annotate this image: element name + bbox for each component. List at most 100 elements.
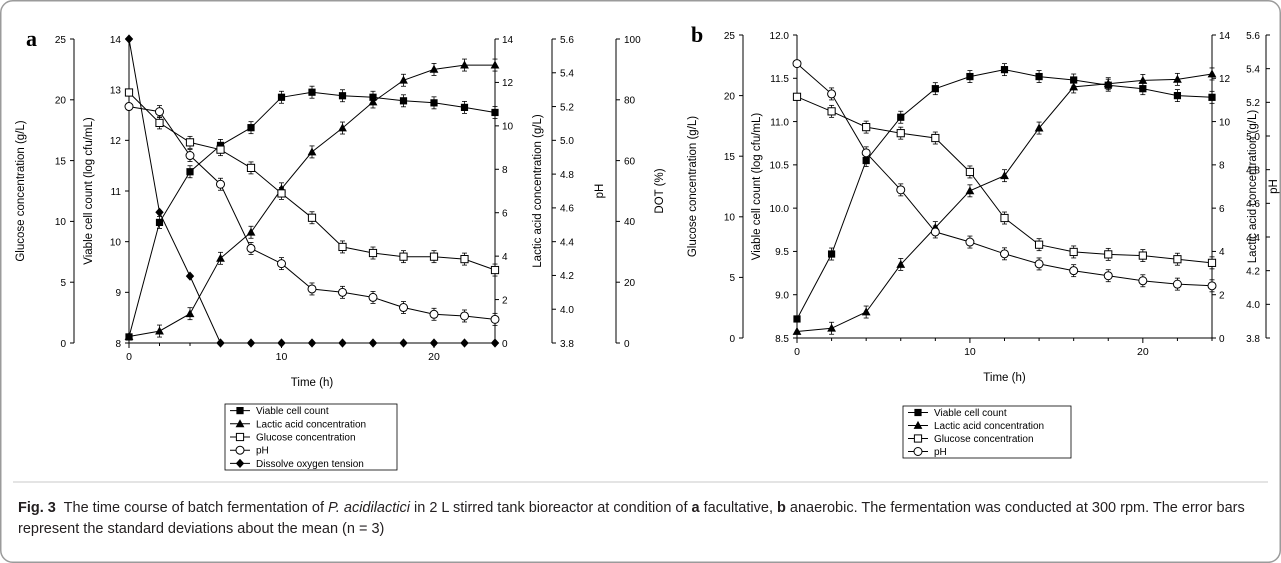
panel-a-legend-swatch-marker: [235, 419, 245, 428]
panel-a-ph-tick-label: 5.6: [560, 35, 574, 46]
panel-a-series-line: [128, 38, 495, 344]
panel-a-ph-tick-label: 4.0: [560, 305, 574, 316]
panel-a-ph-tick-label: 4.8: [560, 170, 574, 181]
panel-a-data-point: [155, 118, 164, 128]
panel-a-data-point: [216, 253, 225, 262]
panel-a-data-point: [277, 338, 286, 348]
panel-b-legend-swatch-marker: [913, 447, 923, 456]
panel-b-data-point: [862, 156, 870, 165]
panel-b-ph-tick-label: 3.8: [1246, 334, 1260, 345]
panel-b-viable-tick-label: 11.0: [770, 117, 789, 128]
panel-b-ph-tick-label: 5.2: [1246, 98, 1260, 109]
panel-b-data-point: [1000, 213, 1009, 223]
panel-b-series-2: [792, 92, 1217, 270]
panel-b-lactic-axis-title: Lactic acid concentration (g/L): [1247, 110, 1259, 264]
panel-a-data-point: [338, 287, 347, 297]
panel-a-panel-letter: a: [26, 26, 37, 51]
panel-b-data-point: [1173, 92, 1182, 100]
panel-b-legend-label: Lactic acid concentration: [934, 421, 1044, 432]
panel-b-ph-tick-label: 4.0: [1246, 300, 1260, 311]
panel-b-lactic-tick-label: 6: [1219, 204, 1225, 215]
panel-a-glucose-tick-label: 5: [60, 278, 66, 289]
panel-b-ph-tick-label: 5.0: [1246, 132, 1260, 143]
panel-a-data-point: [399, 303, 408, 313]
panel-a-data-point: [246, 243, 256, 253]
panel-a-viable-tick-label: 12: [110, 136, 122, 147]
panel-a-data-point: [185, 309, 195, 318]
panel-b-data-point: [1139, 85, 1147, 93]
panel-a-viable-axis-title: Viable cell count (log cfu/mL): [83, 117, 95, 265]
panel-a-legend-label: Viable cell count: [256, 406, 329, 417]
panel-a-data-point: [124, 88, 134, 97]
panel-b-data-point: [862, 123, 871, 132]
panel-b-ph-tick-label: 4.6: [1246, 199, 1260, 210]
panel-b-series-3: [792, 59, 1217, 293]
panel-b-ph-tick-label: 5.6: [1246, 31, 1260, 42]
panel-b-ph-tick-label: 4.2: [1246, 266, 1260, 277]
panel-a-lactic-tick-label: 10: [502, 122, 514, 133]
panel-a-lactic-tick-label: 14: [502, 35, 514, 46]
panel-a-data-point: [155, 326, 164, 335]
panel-a-data-point: [277, 189, 286, 198]
panel-b-lactic-tick-label: 10: [1219, 117, 1231, 128]
panel-a-glucose-tick-label: 25: [55, 35, 67, 46]
panel-b-data-point: [965, 167, 975, 177]
panel-a-data-point: [185, 151, 195, 161]
caption-text-1: The time course of batch fermentation of: [63, 500, 329, 516]
panel-b-ph-tick-label: 5.4: [1246, 64, 1260, 75]
panel-b-data-point: [966, 72, 974, 81]
panel-a-ph-tick-label: 4.2: [560, 271, 574, 282]
panel-a-dot-tick-label: 60: [624, 156, 636, 167]
panel-a-data-point: [246, 227, 256, 236]
panel-a-viable-tick-label: 13: [110, 85, 122, 96]
panel-a-lactic-tick-label: 8: [502, 165, 508, 176]
panel-b-data-point: [1138, 276, 1148, 286]
panel-a-viable-tick-label: 8: [115, 339, 121, 350]
panel-a-data-point: [186, 168, 194, 176]
panel-a-data-point: [277, 259, 286, 269]
panel-a-data-point: [368, 97, 378, 106]
panel-a-data-point: [460, 338, 469, 348]
panel-b-legend: Viable cell count Lactic acid concentrati…: [902, 405, 1072, 459]
panel-b-x-tick-label: 10: [964, 346, 976, 358]
panel-b-data-point: [1070, 76, 1078, 84]
panel-a-data-point: [399, 75, 408, 84]
panel-b-data-point: [1104, 250, 1113, 259]
panel-b-data-point: [896, 259, 906, 268]
panel-a-lactic-tick-label: 12: [502, 78, 514, 89]
panel-a-series-line: [128, 64, 495, 337]
panel-b-glucose-tick-label: 0: [729, 334, 735, 345]
panel-a-data-point: [338, 242, 347, 252]
panel-a-ph-tick-label: 4.6: [560, 204, 574, 215]
panel-b-data-point: [1173, 255, 1182, 264]
panel-a-data-point: [491, 108, 499, 117]
panel-a-series-1: [124, 58, 500, 340]
panel-b-viable-tick-label: 10.5: [770, 161, 790, 172]
panel-a-legend-label: Glucose concentration: [256, 433, 356, 444]
panel-b-data-point: [1208, 93, 1216, 101]
panel-a-legend-swatch-marker: [235, 445, 245, 455]
panel-a-data-point: [429, 252, 439, 261]
panel-a-x-tick-label: 10: [276, 351, 288, 363]
panel-a-data-point: [460, 311, 469, 321]
panel-a-data-point: [490, 265, 500, 275]
panel-b-data-point: [896, 185, 906, 195]
panel-a-legend-swatch-marker: [235, 432, 245, 442]
panel-a-data-point: [368, 338, 378, 348]
panel-a-data-point: [490, 60, 500, 69]
panel-a-legend: Viable cell count Lactic acid concentrati…: [224, 403, 398, 471]
panel-b-legend-swatch-marker: [914, 408, 922, 417]
panel-a-series-2: [124, 88, 500, 277]
panel-a-ph-axis-title: pH: [594, 184, 606, 199]
caption-organism: P. acidilactici: [328, 500, 410, 516]
panel-b-series-1: [792, 67, 1217, 335]
panel-b-legend-swatch-marker: [913, 420, 923, 429]
panel-a-ph-tick-label: 5.2: [560, 102, 574, 113]
panel-a-data-point: [399, 252, 408, 261]
panel-a-lactic-tick-label: 2: [502, 295, 508, 306]
panel-b-viable-axis-title: Viable cell count (log cfu/mL): [751, 113, 763, 261]
panel-a-dot-tick-label: 20: [624, 278, 636, 289]
panel-a-data-point: [429, 338, 439, 348]
